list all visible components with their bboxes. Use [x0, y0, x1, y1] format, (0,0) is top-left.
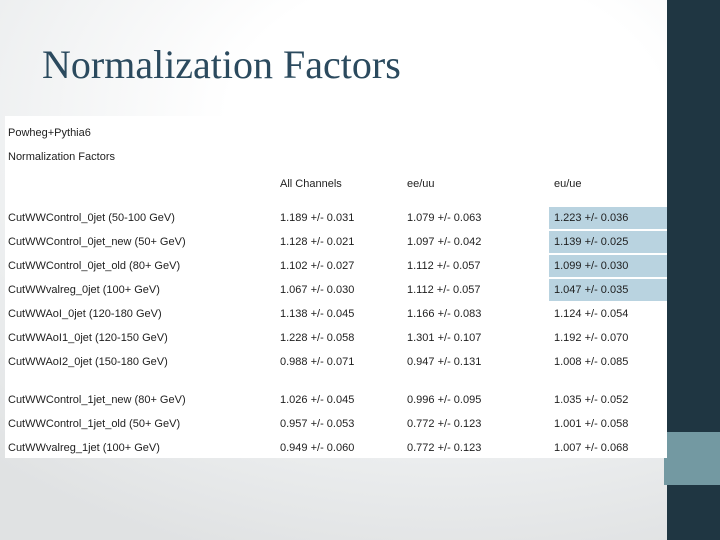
- cell-all-channels: 1.102 +/- 0.027: [280, 260, 355, 272]
- cell-all-channels: 1.189 +/- 0.031: [280, 212, 355, 224]
- slide-title: Normalization Factors: [42, 42, 401, 87]
- cell-eeuu: 1.079 +/- 0.063: [407, 212, 482, 224]
- cell-eeuu: 1.166 +/- 0.083: [407, 308, 482, 320]
- row-label: CutWWControl_0jet_new (50+ GeV): [8, 236, 186, 248]
- sidebar-accent-block: [664, 432, 720, 485]
- cell-eeuu: 1.112 +/- 0.057: [407, 260, 481, 272]
- cell-all-channels: 1.128 +/- 0.021: [280, 236, 355, 248]
- table-row: CutWWvalreg_1jet (100+ GeV) 0.949 +/- 0.…: [5, 436, 667, 460]
- table-subtitle: Normalization Factors: [8, 151, 115, 163]
- row-label: CutWWControl_1jet_old (50+ GeV): [8, 418, 181, 430]
- table-row: CutWWAoI_0jet (120-180 GeV) 1.138 +/- 0.…: [5, 302, 667, 326]
- row-label: CutWWAoI_0jet (120-180 GeV): [8, 308, 162, 320]
- cell-euue: 1.124 +/- 0.054: [554, 308, 629, 320]
- cell-euue: 1.139 +/- 0.025: [549, 231, 667, 253]
- cell-eeuu: 1.097 +/- 0.042: [407, 236, 482, 248]
- row-label: CutWWAoI2_0jet (150-180 GeV): [8, 356, 168, 368]
- row-label: CutWWvalreg_0jet (100+ GeV): [8, 284, 160, 296]
- table-row: CutWWAoI2_0jet (150-180 GeV) 0.988 +/- 0…: [5, 350, 667, 374]
- table-row: CutWWControl_0jet_old (80+ GeV) 1.102 +/…: [5, 254, 667, 278]
- table-source-label: Powheg+Pythia6: [8, 127, 91, 139]
- cell-all-channels: 1.067 +/- 0.030: [280, 284, 355, 296]
- cell-eeuu: 0.947 +/- 0.131: [407, 356, 482, 368]
- row-label: CutWWControl_0jet_old (80+ GeV): [8, 260, 181, 272]
- cell-eeuu: 1.301 +/- 0.107: [407, 332, 482, 344]
- cell-all-channels: 1.026 +/- 0.045: [280, 394, 355, 406]
- row-label: CutWWvalreg_1jet (100+ GeV): [8, 442, 160, 454]
- column-header-euue: eu/ue: [554, 178, 582, 190]
- cell-eeuu: 1.112 +/- 0.057: [407, 284, 481, 296]
- cell-euue: 1.223 +/- 0.036: [549, 207, 667, 229]
- row-label: CutWWControl_0jet (50-100 GeV): [8, 212, 175, 224]
- row-label: CutWWAoI1_0jet (120-150 GeV): [8, 332, 168, 344]
- cell-euue: 1.047 +/- 0.035: [549, 279, 667, 301]
- cell-euue: 1.007 +/- 0.068: [554, 442, 629, 454]
- cell-all-channels: 0.988 +/- 0.071: [280, 356, 355, 368]
- table-header-row: All Channels ee/uu eu/ue: [5, 172, 667, 196]
- table-row: CutWWAoI1_0jet (120-150 GeV) 1.228 +/- 0…: [5, 326, 667, 350]
- table-row: CutWWControl_1jet_new (80+ GeV) 1.026 +/…: [5, 388, 667, 412]
- table-body: CutWWControl_0jet (50-100 GeV) 1.189 +/-…: [5, 206, 667, 460]
- cell-euue: 1.192 +/- 0.070: [554, 332, 629, 344]
- cell-all-channels: 1.138 +/- 0.045: [280, 308, 355, 320]
- row-label: CutWWControl_1jet_new (80+ GeV): [8, 394, 186, 406]
- cell-euue: 1.008 +/- 0.085: [554, 356, 629, 368]
- cell-eeuu: 0.772 +/- 0.123: [407, 418, 482, 430]
- cell-all-channels: 1.228 +/- 0.058: [280, 332, 355, 344]
- cell-euue: 1.001 +/- 0.058: [554, 418, 629, 430]
- cell-euue: 1.099 +/- 0.030: [549, 255, 667, 277]
- cell-euue: 1.035 +/- 0.052: [554, 394, 629, 406]
- table-row: CutWWControl_0jet (50-100 GeV) 1.189 +/-…: [5, 206, 667, 230]
- table-row: CutWWControl_0jet_new (50+ GeV) 1.128 +/…: [5, 230, 667, 254]
- table-row: CutWWvalreg_0jet (100+ GeV) 1.067 +/- 0.…: [5, 278, 667, 302]
- table-container: Powheg+Pythia6 Normalization Factors All…: [5, 116, 667, 458]
- table-row: CutWWControl_1jet_old (50+ GeV) 0.957 +/…: [5, 412, 667, 436]
- column-header-all-channels: All Channels: [280, 178, 342, 190]
- cell-all-channels: 0.949 +/- 0.060: [280, 442, 355, 454]
- cell-eeuu: 0.772 +/- 0.123: [407, 442, 482, 454]
- column-header-eeuu: ee/uu: [407, 178, 435, 190]
- cell-all-channels: 0.957 +/- 0.053: [280, 418, 355, 430]
- cell-eeuu: 0.996 +/- 0.095: [407, 394, 482, 406]
